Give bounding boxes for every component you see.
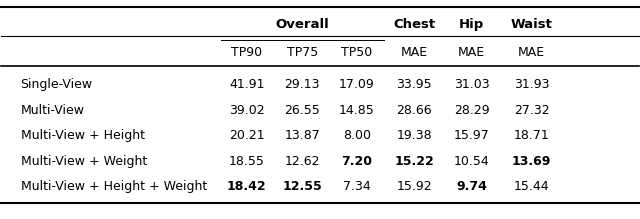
Text: 27.32: 27.32 — [514, 104, 549, 117]
Text: Overall: Overall — [275, 18, 329, 31]
Text: Multi-View + Height + Weight: Multi-View + Height + Weight — [20, 180, 207, 193]
Text: MAE: MAE — [518, 46, 545, 59]
Text: 17.09: 17.09 — [339, 78, 375, 91]
Text: 18.71: 18.71 — [514, 129, 549, 142]
Text: 12.55: 12.55 — [282, 180, 322, 193]
Text: TP75: TP75 — [287, 46, 318, 59]
Text: 13.87: 13.87 — [284, 129, 320, 142]
Text: 8.00: 8.00 — [343, 129, 371, 142]
Text: 13.69: 13.69 — [512, 155, 551, 168]
Text: MAE: MAE — [458, 46, 485, 59]
Text: 15.97: 15.97 — [454, 129, 490, 142]
Text: 9.74: 9.74 — [456, 180, 487, 193]
Text: 33.95: 33.95 — [397, 78, 432, 91]
Text: 15.22: 15.22 — [394, 155, 434, 168]
Text: 28.66: 28.66 — [397, 104, 432, 117]
Text: 18.55: 18.55 — [228, 155, 265, 168]
Text: 19.38: 19.38 — [397, 129, 432, 142]
Text: 41.91: 41.91 — [229, 78, 264, 91]
Text: 10.54: 10.54 — [454, 155, 490, 168]
Text: Multi-View + Weight: Multi-View + Weight — [20, 155, 147, 168]
Text: Multi-View: Multi-View — [20, 104, 84, 117]
Text: 39.02: 39.02 — [229, 104, 264, 117]
Text: Chest: Chest — [393, 18, 435, 31]
Text: 29.13: 29.13 — [284, 78, 320, 91]
Text: 14.85: 14.85 — [339, 104, 375, 117]
Text: 20.21: 20.21 — [229, 129, 264, 142]
Text: 15.44: 15.44 — [514, 180, 549, 193]
Text: Hip: Hip — [459, 18, 484, 31]
Text: TP90: TP90 — [231, 46, 262, 59]
Text: 15.92: 15.92 — [397, 180, 432, 193]
Text: Multi-View + Height: Multi-View + Height — [20, 129, 145, 142]
Text: TP50: TP50 — [341, 46, 372, 59]
Text: 18.42: 18.42 — [227, 180, 266, 193]
Text: 7.20: 7.20 — [342, 155, 372, 168]
Text: 7.34: 7.34 — [343, 180, 371, 193]
Text: Single-View: Single-View — [20, 78, 93, 91]
Text: MAE: MAE — [401, 46, 428, 59]
Text: 12.62: 12.62 — [284, 155, 320, 168]
Text: 26.55: 26.55 — [284, 104, 320, 117]
Text: 31.93: 31.93 — [514, 78, 549, 91]
Text: 31.03: 31.03 — [454, 78, 490, 91]
Text: Waist: Waist — [511, 18, 552, 31]
Text: 28.29: 28.29 — [454, 104, 490, 117]
